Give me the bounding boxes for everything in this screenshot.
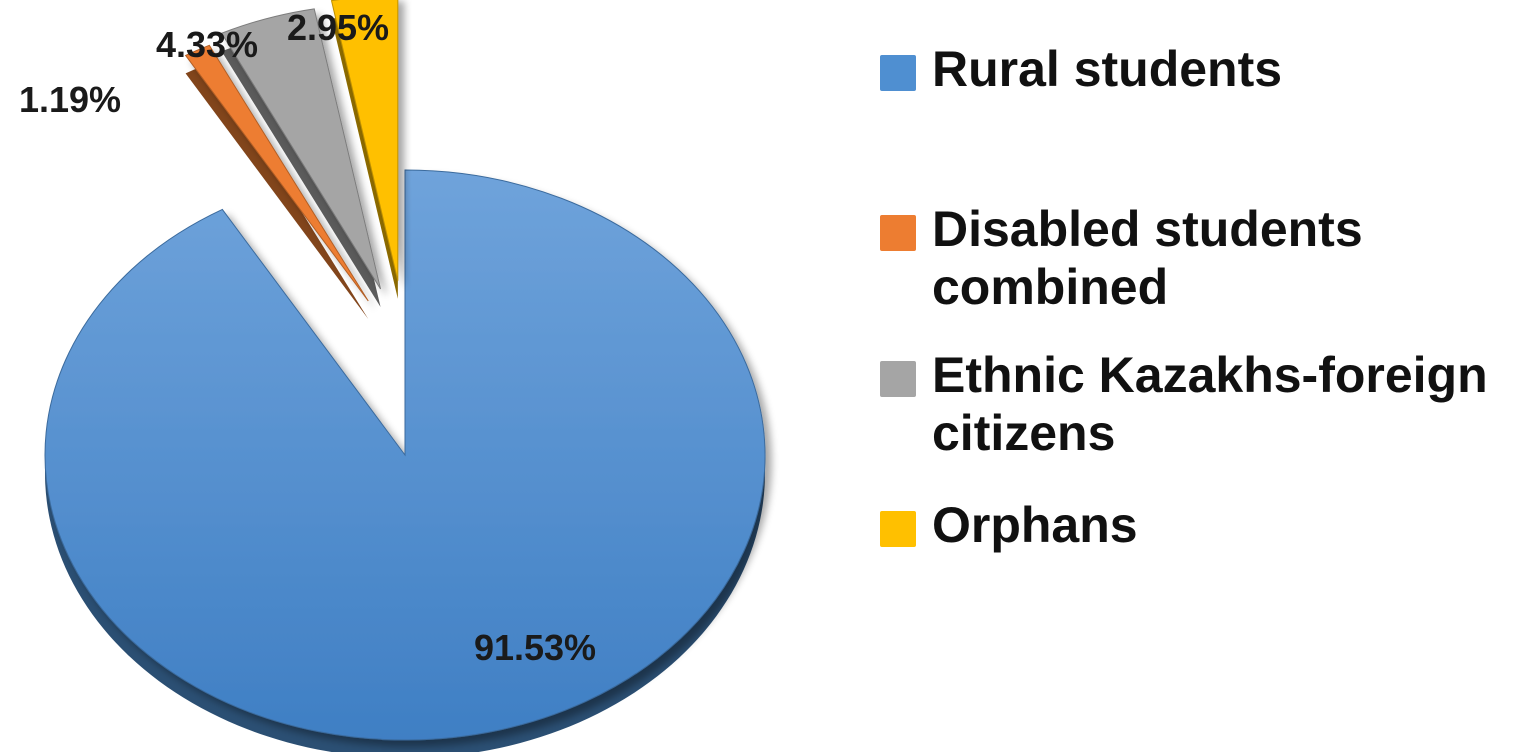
legend-swatch-rural-students bbox=[880, 55, 916, 91]
pie-slice-orphans bbox=[330, 0, 399, 281]
data-label-rural-students: 91.53% bbox=[474, 627, 596, 668]
pie-slice-depth-disabled-students-combined bbox=[185, 63, 369, 319]
legend-item-rural-students: Rural students bbox=[880, 40, 1530, 200]
data-label-ethnic-kazakhs-foreign-citizens: 4.33% bbox=[156, 24, 258, 65]
legend-label-orphans: Orphans bbox=[932, 497, 1138, 553]
data-label-disabled-students-combined: 1.19% bbox=[19, 79, 121, 120]
legend: Rural students Disabled students combine… bbox=[880, 40, 1530, 554]
legend-item-orphans: Orphans bbox=[880, 496, 1530, 554]
pie-slice-ethnic-kazakhs-foreign-citizens bbox=[220, 8, 382, 290]
pie-slice-disabled-students-combined bbox=[184, 44, 369, 302]
legend-swatch-orphans bbox=[880, 511, 916, 547]
legend-swatch-ethnic-kazakhs bbox=[880, 361, 916, 397]
legend-swatch-disabled-students bbox=[880, 215, 916, 251]
pie-slice-rural-students bbox=[44, 169, 766, 741]
legend-item-ethnic-kazakhs: Ethnic Kazakhs-foreign citizens bbox=[880, 346, 1530, 496]
legend-label-disabled-students: Disabled students combined bbox=[932, 201, 1363, 315]
data-label-orphans: 2.95% bbox=[287, 7, 389, 48]
legend-item-disabled-students: Disabled students combined bbox=[880, 200, 1530, 346]
pie-data-labels: 91.53% 1.19% 4.33% 2.95% bbox=[19, 7, 596, 668]
legend-label-rural-students: Rural students bbox=[932, 41, 1283, 97]
pie-slices bbox=[44, 0, 766, 752]
legend-label-ethnic-kazakhs: Ethnic Kazakhs-foreign citizens bbox=[932, 347, 1488, 461]
